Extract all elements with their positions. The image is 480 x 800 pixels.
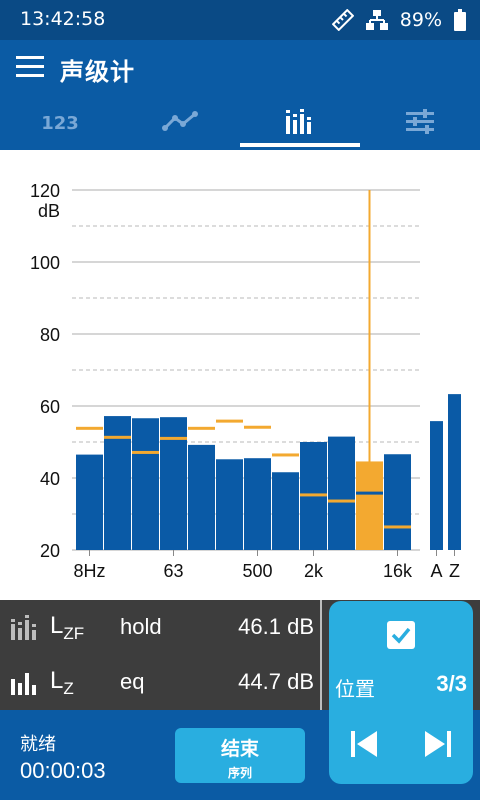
y-tick-label: 40 [40, 469, 60, 489]
marker-panel: 位置 3/3 [329, 601, 473, 784]
skip-next-icon[interactable] [421, 727, 455, 761]
elapsed-timer: 00:00:03 [20, 758, 106, 783]
hold-marker [160, 436, 187, 440]
ruler-icon [331, 9, 354, 31]
hold-marker [356, 491, 383, 495]
x-tick-label: 63 [163, 561, 183, 581]
tab-settings[interactable] [360, 96, 480, 150]
spectrum-small-icon [10, 669, 40, 699]
readout-value: 46.1 dB [238, 614, 314, 639]
spectrum-bar [76, 454, 103, 550]
spectrum-bar [384, 454, 411, 550]
readout-label: LZF [50, 612, 85, 643]
y-tick-label: 60 [40, 397, 60, 417]
tab-trend[interactable] [120, 96, 240, 150]
network-icon [365, 9, 388, 31]
y-tick-label: 20 [40, 541, 60, 561]
hold-marker [328, 499, 355, 503]
spectrum-bar [216, 459, 243, 550]
end-sequence-button[interactable]: 结束 序列 [175, 728, 305, 783]
page-title: 声级计 [60, 58, 135, 86]
spectrum-small-icon [10, 614, 40, 644]
hold-marker [272, 453, 299, 457]
readout-mode: hold [120, 614, 162, 639]
y-tick-label: 120 [30, 181, 60, 201]
x-tick-label: Z [449, 561, 460, 581]
tab-numeric[interactable]: 123 [0, 96, 120, 150]
readout-row-eq[interactable]: LZ eq 44.7 dB [0, 655, 322, 710]
skip-previous-icon[interactable] [347, 727, 381, 761]
readout-mode: eq [120, 669, 145, 694]
sliders-icon [405, 108, 435, 138]
hold-marker [188, 426, 215, 430]
checkbox-checked-icon[interactable] [387, 621, 415, 649]
hold-marker [216, 419, 243, 423]
spectrum-bars-icon [285, 108, 315, 138]
position-value: 3/3 [436, 671, 467, 696]
spectrum-bar [188, 444, 215, 550]
x-tick-label: 2k [304, 561, 324, 581]
status-bar: 13:42:58 89% [0, 0, 480, 40]
app-bar: 声级计 [0, 40, 480, 96]
y-tick-label: 80 [40, 325, 60, 345]
spectrum-chart[interactable]: 20 40 60 80 100 120 dB 8Hz 63 500 2k 16k A Z [0, 150, 480, 600]
x-tick-label: A [430, 561, 442, 581]
battery-text: 89% [399, 9, 442, 31]
hold-marker [76, 426, 103, 430]
battery-icon [454, 9, 466, 31]
tab-numeric-label: 123 [41, 112, 79, 134]
readout-divider [320, 600, 322, 710]
trend-line-icon [162, 109, 198, 137]
menu-button[interactable] [14, 52, 46, 84]
x-tick-label: 500 [242, 561, 272, 581]
spectrum-bar [244, 458, 271, 550]
y-axis-label: dB [38, 201, 60, 221]
hold-marker [384, 525, 411, 529]
end-button-label: 结束 [220, 738, 259, 760]
status-time: 13:42:58 [20, 8, 106, 30]
hold-marker [104, 435, 131, 439]
overall-bar [430, 421, 443, 550]
readout-value: 44.7 dB [238, 669, 314, 694]
tab-indicator [240, 143, 360, 147]
hold-marker [300, 493, 327, 497]
hold-marker [244, 425, 271, 429]
spectrum-bar [272, 472, 299, 550]
readout-label: LZ [50, 667, 74, 698]
spectrum-bar [132, 418, 159, 550]
measurement-status: 就绪 [20, 734, 56, 755]
hold-marker [132, 450, 159, 454]
status-icons: 89% [331, 7, 466, 33]
end-button-sublabel: 序列 [227, 766, 252, 780]
spectrum-bar [328, 436, 355, 550]
y-tick-label: 100 [30, 253, 60, 273]
readout-row-hold[interactable]: LZF hold 46.1 dB [0, 600, 322, 655]
tab-bar: 123 [0, 96, 480, 150]
x-tick-label: 16k [383, 561, 413, 581]
menu-icon [16, 54, 44, 82]
position-label: 位置 [335, 677, 375, 701]
spectrum-bar [356, 461, 383, 550]
x-tick-label: 8Hz [73, 561, 105, 581]
tab-spectrum[interactable] [240, 96, 360, 150]
overall-bar [448, 394, 461, 550]
